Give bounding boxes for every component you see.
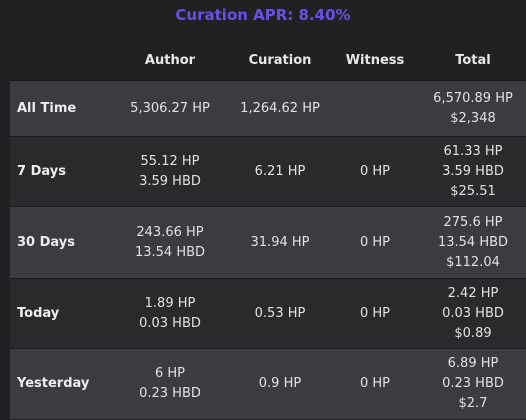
author-hp-value: 1.89 HP	[144, 295, 196, 311]
curation-cell: 0.53 HP	[230, 278, 330, 349]
column-header-curation: Curation	[248, 52, 312, 68]
author-cell: 1.89 HP 0.03 HBD	[110, 278, 230, 349]
total-hp-value: 275.6 HP	[443, 214, 503, 230]
author-hbd-value: 0.03 HBD	[139, 315, 201, 331]
curation-cell: 6.21 HP	[230, 136, 330, 207]
table-row-30-days: 30 Days 243.66 HP 13.54 HBD 31.94 HP 0 H…	[10, 206, 526, 279]
author-hp-value: 6 HP	[154, 366, 186, 381]
curation-apr-label: Curation APR: 8.40%	[175, 6, 351, 24]
author-hp-value: 55.12 HP	[140, 153, 200, 169]
total-hbd-value: 0.03 HBD	[442, 305, 504, 321]
witness-cell: 0 HP	[330, 278, 420, 349]
witness-cell: 0 HP	[330, 348, 420, 419]
witness-cell: 0 HP	[330, 206, 420, 279]
table-row-all-time: All Time 5,306.27 HP 1,264.62 HP 6,570.8…	[10, 80, 526, 137]
total-hbd-value: 0.23 HBD	[442, 376, 504, 391]
rewards-table: Author Curation Witness Total All Time 5…	[10, 40, 526, 419]
curation-apr-heading: Curation APR: 8.40%	[0, 5, 526, 25]
total-usd-value: $112.04	[446, 254, 500, 270]
total-hp-value: 61.33 HP	[443, 143, 503, 159]
table-row-today: Today 1.89 HP 0.03 HBD 0.53 HP 0 HP 2.42…	[10, 278, 526, 349]
total-usd-value: $25.51	[450, 183, 496, 199]
author-cell: 5,306.27 HP	[110, 80, 230, 137]
period-label: 7 Days	[10, 136, 110, 207]
total-hp-value: 6,570.89 HP	[433, 90, 513, 106]
author-hp-value: 243.66 HP	[136, 224, 204, 240]
period-label: Yesterday	[10, 348, 110, 419]
table-row-yesterday: Yesterday 6 HP 0.23 HBD 0.9 HP 0 HP 6.89…	[10, 348, 526, 419]
author-hbd-value: 13.54 HBD	[134, 244, 206, 260]
total-usd-value: $2,348	[450, 110, 496, 126]
author-hbd-value: 0.23 HBD	[139, 386, 201, 401]
table-row-7-days: 7 Days 55.12 HP 3.59 HBD 6.21 HP 0 HP 61…	[10, 136, 526, 207]
period-label: All Time	[10, 80, 110, 137]
total-cell: 275.6 HP 13.54 HBD $112.04	[420, 206, 526, 279]
curation-cell: 1,264.62 HP	[230, 80, 330, 137]
total-usd-value: $2.7	[458, 396, 488, 411]
total-hbd-value: 13.54 HBD	[437, 234, 509, 250]
total-hp-value: 2.42 HP	[447, 285, 499, 301]
total-cell: 2.42 HP 0.03 HBD $0.89	[420, 278, 526, 349]
witness-cell	[330, 80, 420, 137]
total-usd-value: $0.89	[454, 325, 492, 341]
table-header-row: Author Curation Witness Total	[10, 40, 526, 81]
period-label: Today	[10, 278, 110, 349]
author-cell: 243.66 HP 13.54 HBD	[110, 206, 230, 279]
curation-cell: 0.9 HP	[230, 348, 330, 419]
total-cell: 61.33 HP 3.59 HBD $25.51	[420, 136, 526, 207]
column-header-period	[10, 40, 110, 81]
author-cell: 55.12 HP 3.59 HBD	[110, 136, 230, 207]
author-hp-value: 5,306.27 HP	[130, 100, 210, 116]
total-hbd-value: 3.59 HBD	[442, 163, 504, 179]
total-cell: 6.89 HP 0.23 HBD $2.7	[420, 348, 526, 419]
period-label: 30 Days	[10, 206, 110, 279]
author-cell: 6 HP 0.23 HBD	[110, 348, 230, 419]
total-hp-value: 6.89 HP	[447, 356, 499, 371]
curation-cell: 31.94 HP	[230, 206, 330, 279]
author-hbd-value: 3.59 HBD	[139, 173, 201, 189]
column-header-author: Author	[144, 52, 196, 68]
total-cell: 6,570.89 HP $2,348	[420, 80, 526, 137]
witness-cell: 0 HP	[330, 136, 420, 207]
column-header-witness: Witness	[345, 52, 405, 68]
column-header-total: Total	[455, 52, 491, 68]
